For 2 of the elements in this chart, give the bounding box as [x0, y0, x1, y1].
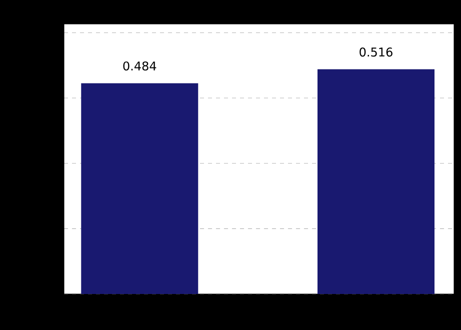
data-label: 0.484	[123, 61, 156, 71]
data-label: 0.516	[360, 48, 392, 57]
